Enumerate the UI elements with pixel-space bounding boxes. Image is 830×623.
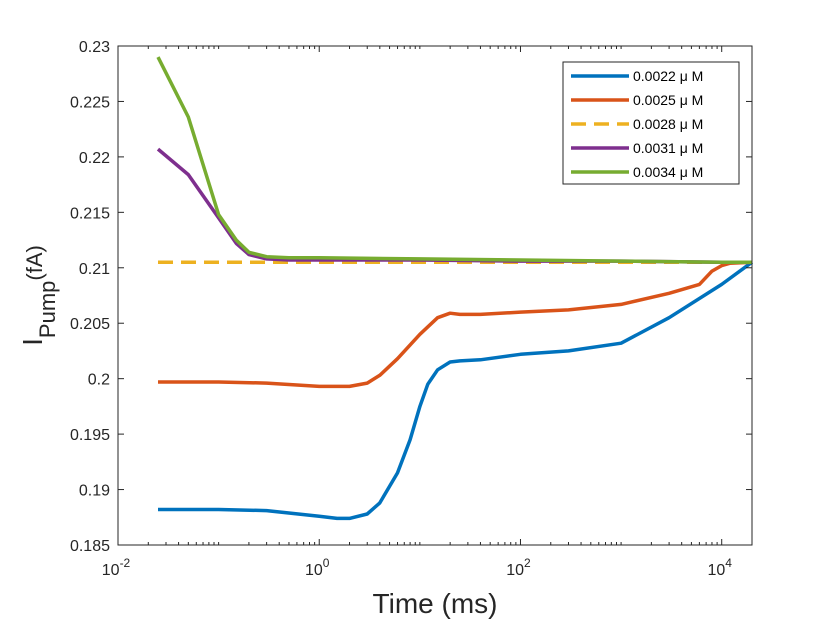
x-tick-base: 10: [305, 562, 323, 579]
series-line-2: [158, 260, 753, 389]
series-line-5: [156, 56, 752, 264]
x-tick-base: 10: [707, 562, 725, 579]
x-tick-base: 10: [506, 562, 524, 579]
y-axis-title-unit: (fA): [22, 245, 47, 280]
y-tick-label: 0.195: [70, 427, 110, 444]
legend-label: 0.0025 μ M: [633, 92, 703, 108]
x-tick-label: 104: [707, 556, 732, 579]
x-axis-title: Time (ms): [373, 588, 498, 619]
y-tick-label: 0.19: [79, 483, 110, 500]
y-tick-label: 0.22: [79, 150, 110, 167]
legend-box: [562, 61, 740, 185]
y-tick-label: 0.23: [79, 39, 110, 56]
x-tick-label: 102: [506, 556, 531, 579]
series-layer: [156, 56, 754, 521]
x-tick-exponent: 0: [323, 556, 330, 570]
ticks-layer: 0.185 0.19 0.195 0.2 0.205 0.21 0.215 0.22 0.225…: [70, 39, 753, 579]
legend: 0.0022 μ M 0.0025 μ M 0.0028 μ M 0.0031 μ M…: [562, 61, 740, 185]
x-tick-exponent: -2: [120, 556, 131, 570]
y-axis-title: IPump(fA): [17, 245, 60, 346]
x-tick-base: 10: [102, 562, 120, 579]
x-tick-label: 100: [305, 556, 330, 579]
y-tick-label: 0.185: [70, 538, 110, 555]
legend-label: 0.0034 μ M: [633, 164, 703, 180]
legend-label: 0.0031 μ M: [633, 140, 703, 156]
y-axis-title-main: I: [17, 338, 48, 346]
series-line-1: [158, 260, 754, 521]
y-tick-label: 0.225: [70, 94, 110, 111]
y-tick-label: 0.21: [79, 261, 110, 278]
plot-frame: [117, 45, 753, 546]
y-tick-label: 0.215: [70, 205, 110, 222]
x-tick-label: 10-2: [102, 556, 131, 579]
x-tick-exponent: 4: [725, 556, 732, 570]
y-tick-label: 0.2: [88, 372, 110, 389]
legend-label: 0.0022 μ M: [633, 68, 703, 84]
y-axis-title-sub: Pump: [35, 281, 60, 338]
legend-label: 0.0028 μ M: [633, 116, 703, 132]
x-tick-exponent: 2: [524, 556, 531, 570]
y-tick-label: 0.205: [70, 316, 110, 333]
